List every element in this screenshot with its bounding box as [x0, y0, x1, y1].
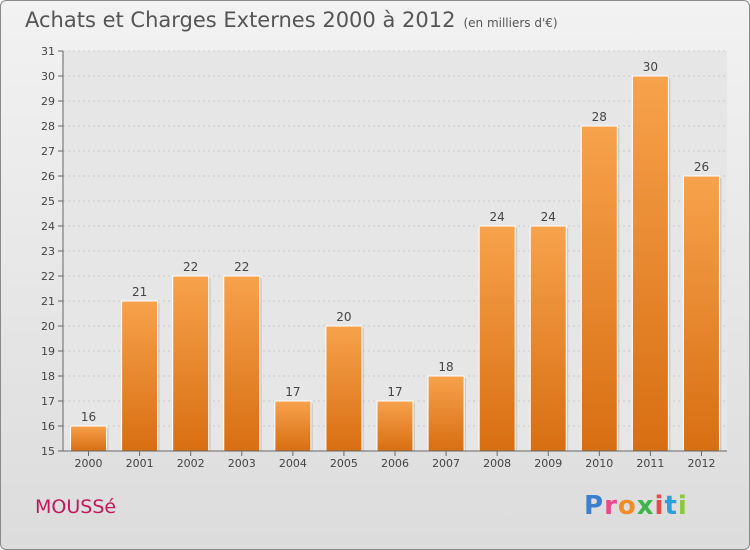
bar: [529, 225, 567, 452]
y-tick-label: 19: [41, 345, 55, 358]
y-tick-label: 22: [41, 270, 55, 283]
y-tick-label: 25: [41, 195, 55, 208]
data-label: 21: [132, 285, 147, 299]
data-label: 30: [643, 60, 658, 74]
bar: [631, 75, 669, 452]
y-tick-label: 28: [41, 120, 55, 133]
data-label: 20: [336, 310, 351, 324]
data-label: 24: [490, 210, 505, 224]
bar: [478, 225, 516, 452]
logo-letter: x: [636, 491, 655, 521]
title-text: Achats et Charges Externes 2000 à 2012: [25, 8, 456, 32]
data-label: 28: [592, 110, 607, 124]
x-tick-label: 2003: [228, 457, 256, 470]
data-label: 17: [285, 385, 300, 399]
logo-letter: t: [664, 491, 678, 521]
data-label: 22: [183, 260, 198, 274]
x-tick-label: 2011: [636, 457, 664, 470]
x-tick-label: 2012: [687, 457, 715, 470]
bar: [70, 425, 108, 452]
bar: [325, 325, 363, 452]
y-tick-label: 26: [41, 170, 55, 183]
y-tick-label: 21: [41, 295, 55, 308]
bar: [427, 375, 465, 452]
y-tick-label: 16: [41, 420, 55, 433]
y-tick-label: 30: [41, 70, 55, 83]
y-tick-label: 15: [41, 445, 55, 458]
x-tick-label: 2002: [177, 457, 205, 470]
logo-letter: o: [617, 491, 637, 521]
data-label: 22: [234, 260, 249, 274]
y-tick-label: 17: [41, 395, 55, 408]
commune-name: MOUSSé: [35, 496, 117, 518]
bars: 16 21 22 22 17 20 17 18 24 24 28 30 26: [70, 60, 722, 452]
x-tick-label: 2010: [585, 457, 613, 470]
bar: [580, 125, 618, 452]
bar: [223, 275, 261, 452]
x-tick-label: 2000: [75, 457, 103, 470]
x-tick-label: 2006: [381, 457, 409, 470]
y-tick-label: 27: [41, 145, 55, 158]
proxiti-logo: Proxiti: [584, 491, 688, 521]
y-tick-label: 24: [41, 220, 55, 233]
x-tick-label: 2007: [432, 457, 460, 470]
data-label: 24: [541, 210, 556, 224]
x-tick-label: 2001: [126, 457, 154, 470]
y-tick-label: 31: [41, 45, 55, 58]
bar: [682, 175, 720, 452]
logo-letter: P: [584, 491, 605, 521]
data-label: 26: [694, 160, 709, 174]
x-tick-label: 2004: [279, 457, 307, 470]
y-tick-label: 23: [41, 245, 55, 258]
logo-letter: r: [604, 491, 618, 521]
x-tick-label: 2008: [483, 457, 511, 470]
chart-subtitle: (en milliers d'€): [463, 16, 558, 30]
x-tick-label: 2005: [330, 457, 358, 470]
logo-letter: i: [654, 491, 665, 521]
data-label: 18: [438, 360, 453, 374]
bar: [376, 400, 414, 452]
x-tick-label: 2009: [534, 457, 562, 470]
data-label: 16: [81, 410, 96, 424]
y-tick-label: 20: [41, 320, 55, 333]
bar: [274, 400, 312, 452]
y-tick-label: 29: [41, 95, 55, 108]
chart-title: Achats et Charges Externes 2000 à 2012 (e…: [25, 8, 558, 32]
logo-letter: i: [677, 491, 688, 521]
y-tick-label: 18: [41, 370, 55, 383]
data-label: 17: [387, 385, 402, 399]
x-axis: 2000 2001 2002 2003 2004 2005 2006 2007 2008 2009…: [63, 450, 727, 470]
bar: [121, 300, 159, 452]
y-axis: 15 16 17 18 19 20 21 22 23 24 25 26 27 28 29 30 31: [41, 45, 64, 458]
bar: [172, 275, 210, 452]
